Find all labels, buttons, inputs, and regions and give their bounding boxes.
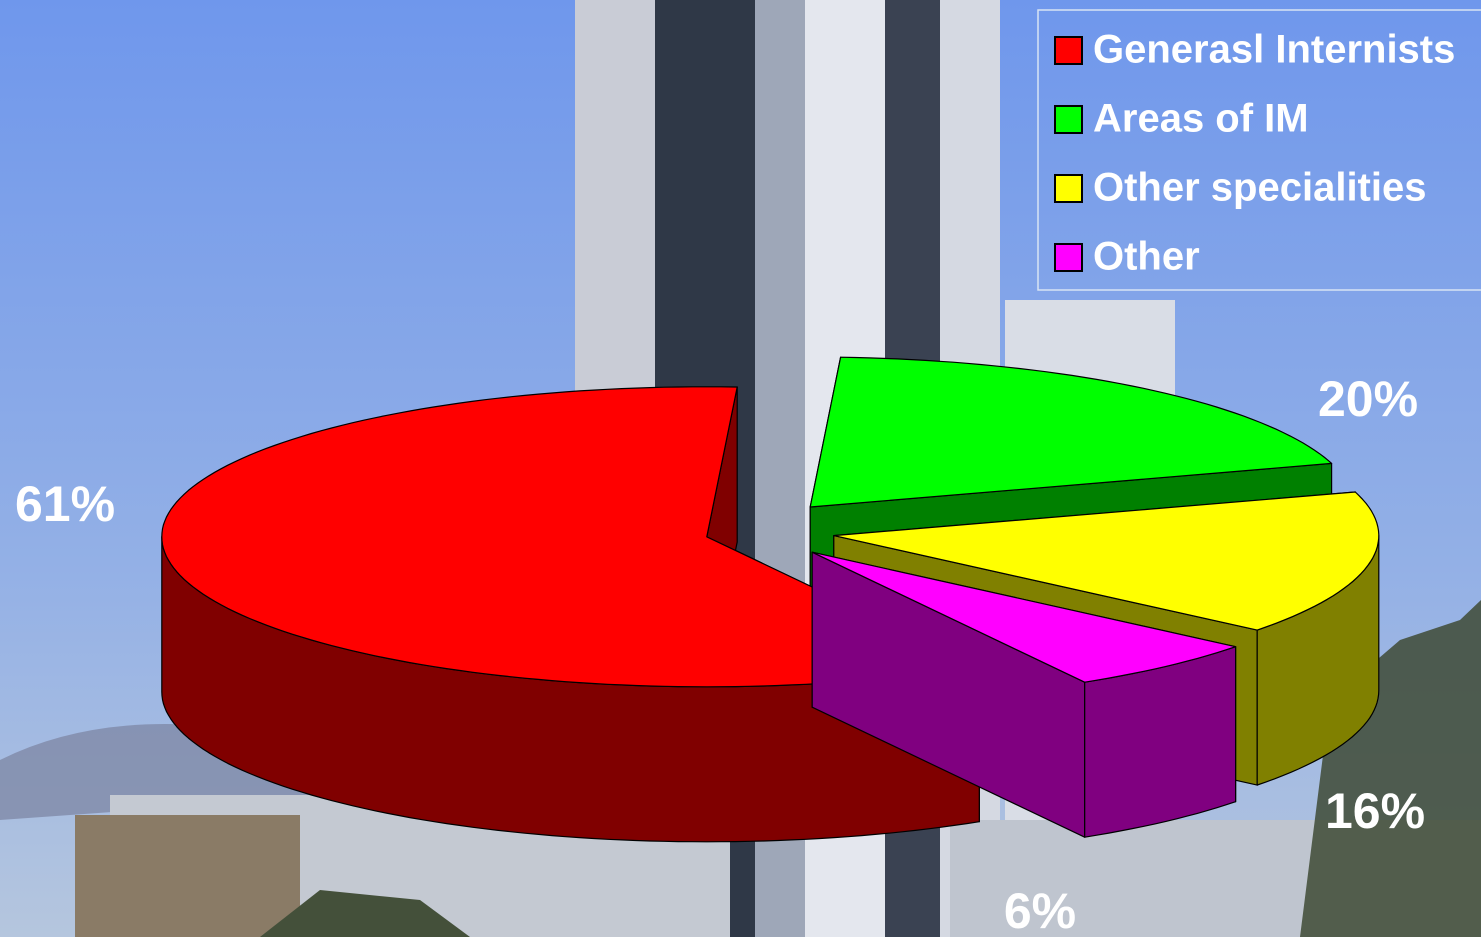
legend-swatch bbox=[1054, 36, 1083, 65]
slice bbox=[833, 491, 1380, 631]
data-label: 20% bbox=[1318, 371, 1418, 427]
data-label: 61% bbox=[15, 476, 115, 532]
legend-swatch bbox=[1054, 174, 1083, 203]
slice bbox=[811, 551, 1237, 683]
legend-swatch bbox=[1054, 105, 1083, 134]
slice bbox=[161, 386, 980, 688]
legend-label: Other bbox=[1093, 235, 1200, 279]
legend-label: Other specialities bbox=[1093, 166, 1426, 210]
data-label: 16% bbox=[1325, 783, 1425, 839]
slice bbox=[809, 356, 1333, 508]
legend-swatch bbox=[1054, 243, 1083, 272]
legend-label: Areas of IM bbox=[1093, 97, 1309, 141]
legend-label: Generasl Internists bbox=[1093, 28, 1455, 72]
legend-box bbox=[1037, 9, 1481, 291]
data-label: 6% bbox=[1004, 883, 1076, 937]
